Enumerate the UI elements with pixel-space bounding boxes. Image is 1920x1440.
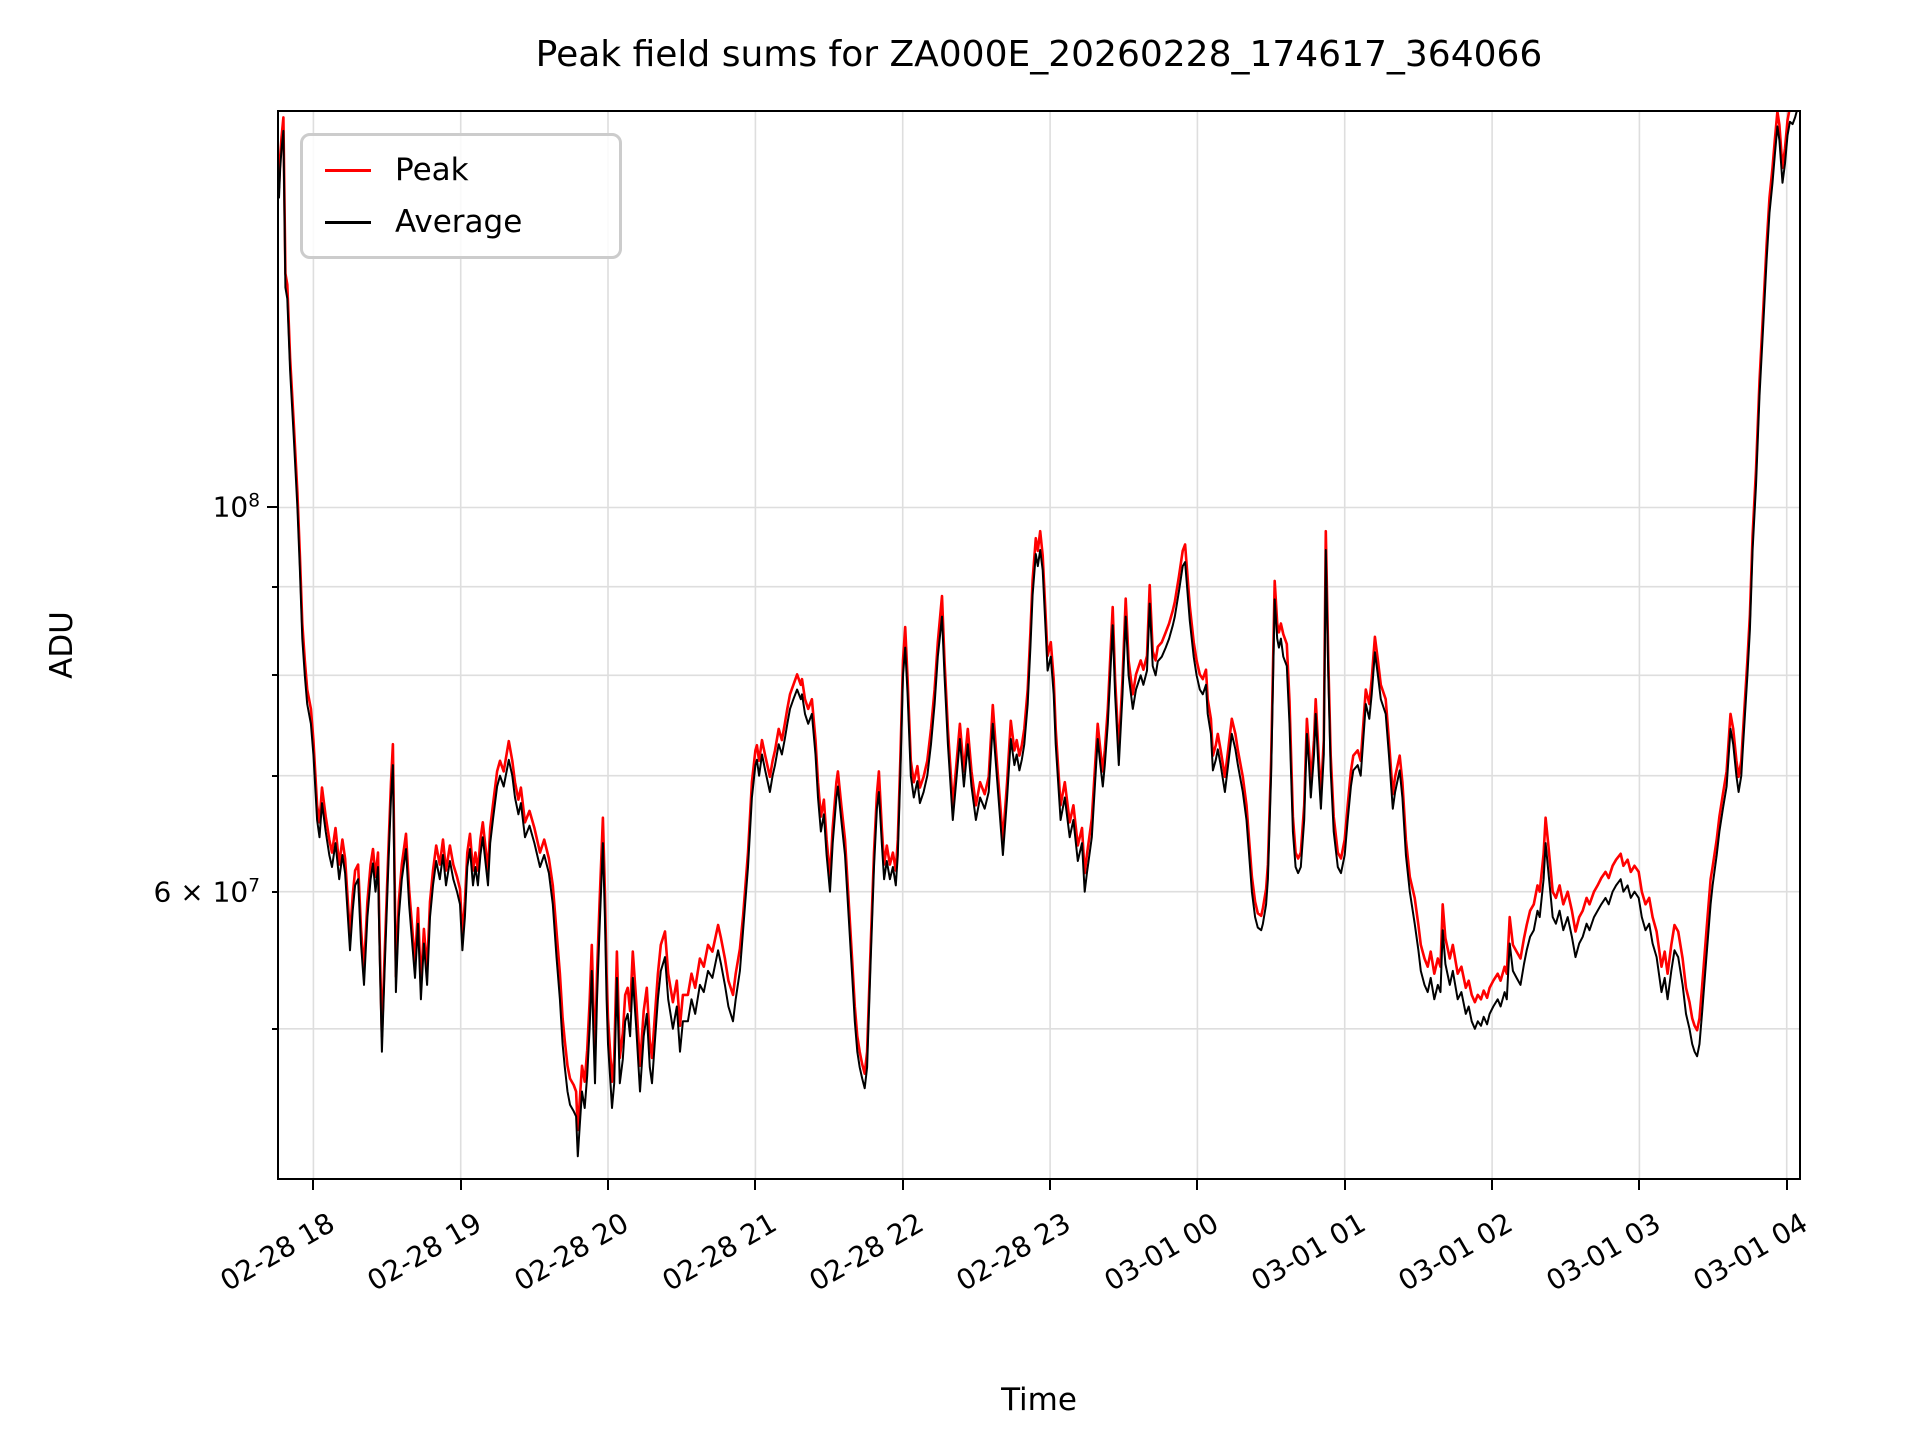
y-tick-label: 6 × 107 (153, 874, 260, 909)
x-tick-mark (607, 1180, 610, 1190)
x-tick-mark (754, 1180, 757, 1190)
legend-label-average: Average (395, 204, 523, 240)
legend-line-peak-icon (325, 168, 371, 172)
x-tick-label: 02-28 22 (803, 1206, 929, 1298)
plot-spines (277, 110, 1801, 1180)
legend: Peak Average (300, 133, 622, 259)
y-minor-tick-mark (272, 674, 277, 677)
legend-item-peak: Peak (325, 152, 597, 188)
x-tick-label: 03-01 00 (1098, 1206, 1224, 1298)
x-tick-mark (1785, 1180, 1788, 1190)
x-tick-label: 02-28 21 (656, 1206, 782, 1298)
legend-label-peak: Peak (395, 152, 469, 188)
x-tick-label: 03-01 02 (1392, 1206, 1519, 1298)
plot-area (279, 112, 1799, 1178)
y-major-tick-mark (267, 506, 277, 509)
x-tick-label: 02-28 18 (214, 1206, 340, 1298)
x-axis-label: Time (1001, 1382, 1077, 1418)
legend-item-average: Average (325, 204, 597, 240)
x-tick-label: 03-01 04 (1687, 1206, 1813, 1298)
x-tick-mark (1491, 1180, 1494, 1190)
x-tick-label: 03-01 01 (1245, 1206, 1371, 1298)
x-tick-label: 03-01 03 (1540, 1206, 1666, 1298)
x-tick-mark (1196, 1180, 1199, 1190)
x-tick-mark (901, 1180, 904, 1190)
legend-line-average-icon (325, 220, 371, 224)
series-peak (279, 112, 1791, 1132)
y-minor-tick-mark (272, 1027, 277, 1030)
x-tick-mark (312, 1180, 315, 1190)
x-tick-mark (459, 1180, 462, 1190)
x-tick-label: 02-28 20 (508, 1206, 635, 1298)
x-tick-mark (1343, 1180, 1346, 1190)
y-minor-tick-mark (272, 585, 277, 588)
x-tick-mark (1638, 1180, 1641, 1190)
y-minor-tick-mark (272, 774, 277, 777)
y-axis-label: ADU (44, 611, 80, 679)
chart-title: Peak field sums for ZA000E_20260228_1746… (535, 34, 1543, 75)
x-tick-label: 02-28 19 (361, 1206, 487, 1298)
y-tick-label: 108 (212, 490, 260, 525)
series-average (279, 112, 1798, 1158)
x-tick-label: 02-28 23 (950, 1206, 1077, 1298)
y-minor-tick-mark (272, 890, 277, 893)
x-tick-mark (1049, 1180, 1052, 1190)
